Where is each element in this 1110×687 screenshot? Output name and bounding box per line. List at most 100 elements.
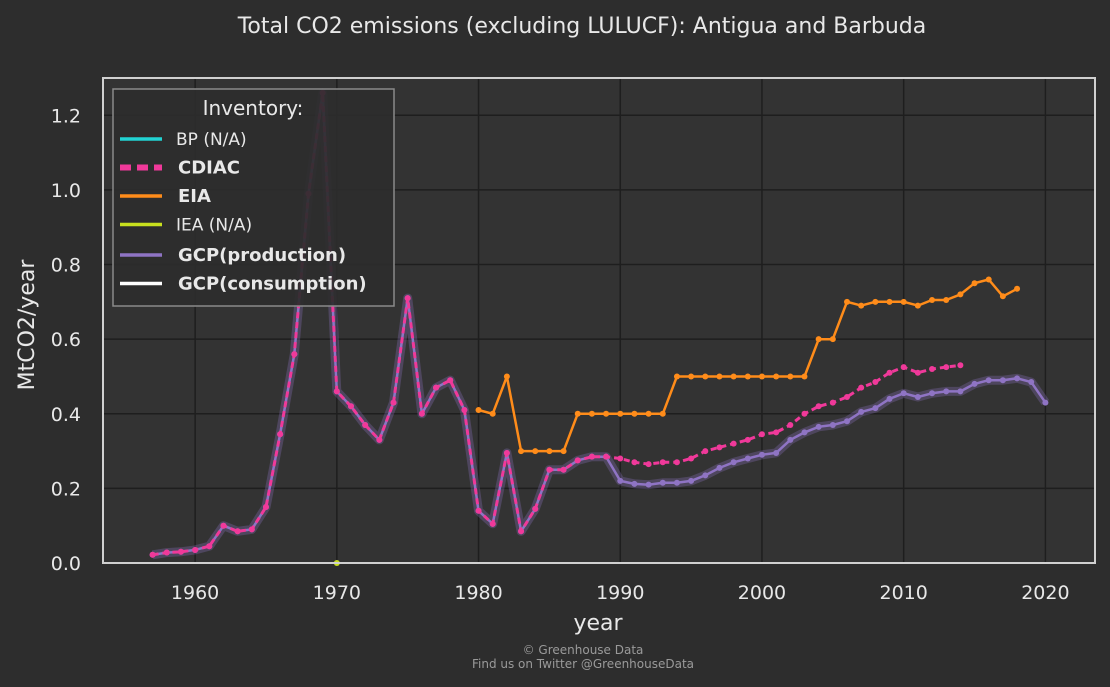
x-axis-ticks: 1960 1970 1980 1990 2000 2010 2020 bbox=[171, 582, 1070, 604]
data-point bbox=[688, 373, 695, 380]
data-point bbox=[914, 302, 921, 309]
data-point bbox=[815, 336, 822, 343]
data-point bbox=[503, 373, 510, 380]
data-point bbox=[730, 459, 737, 466]
data-point bbox=[560, 466, 567, 473]
data-point bbox=[433, 384, 440, 391]
data-point bbox=[447, 377, 454, 384]
data-point bbox=[815, 423, 822, 430]
data-point bbox=[631, 459, 638, 466]
x-tick-label: 1990 bbox=[596, 582, 644, 604]
y-tick-label: 0.0 bbox=[51, 553, 81, 575]
data-point bbox=[390, 399, 397, 406]
data-point bbox=[744, 455, 751, 462]
data-point bbox=[886, 298, 893, 305]
data-point bbox=[943, 364, 950, 371]
data-point bbox=[588, 410, 595, 417]
data-point bbox=[220, 522, 227, 529]
data-point bbox=[645, 481, 652, 488]
data-point bbox=[1042, 399, 1049, 406]
data-point bbox=[617, 477, 624, 484]
legend-label: GCP(production) bbox=[178, 245, 346, 266]
data-point bbox=[475, 507, 482, 514]
data-point bbox=[532, 505, 539, 512]
data-point bbox=[886, 369, 893, 376]
data-point bbox=[348, 403, 354, 410]
data-point bbox=[858, 302, 865, 309]
data-point bbox=[248, 526, 255, 533]
data-point bbox=[376, 436, 383, 443]
data-point bbox=[985, 276, 992, 283]
series-line bbox=[152, 91, 961, 557]
data-point bbox=[291, 351, 298, 358]
data-point bbox=[574, 410, 581, 417]
data-point bbox=[503, 449, 510, 456]
data-point bbox=[900, 390, 907, 397]
y-tick-label: 0.6 bbox=[51, 329, 81, 351]
data-point bbox=[801, 429, 808, 436]
data-point bbox=[943, 388, 950, 395]
x-tick-label: 1980 bbox=[454, 582, 502, 604]
data-point bbox=[673, 373, 680, 380]
y-tick-label: 1.0 bbox=[51, 180, 81, 202]
data-point bbox=[716, 444, 723, 451]
data-point bbox=[730, 373, 737, 380]
footer-copyright: © Greenhouse Data bbox=[523, 643, 644, 657]
data-point bbox=[489, 410, 496, 417]
data-point bbox=[177, 548, 184, 555]
data-point bbox=[971, 280, 978, 287]
footer-twitter: Find us on Twitter @GreenhouseData bbox=[472, 657, 694, 671]
legend-title: Inventory: bbox=[203, 96, 304, 120]
x-axis-label: year bbox=[573, 611, 623, 636]
data-point bbox=[560, 448, 567, 455]
data-point bbox=[688, 455, 695, 462]
data-point bbox=[929, 296, 936, 303]
data-point bbox=[489, 520, 496, 527]
data-point bbox=[886, 395, 893, 402]
data-point bbox=[617, 410, 624, 417]
legend-label: EIA bbox=[178, 186, 211, 207]
data-point bbox=[815, 403, 822, 410]
data-point bbox=[872, 405, 879, 412]
data-point bbox=[234, 528, 241, 535]
data-point bbox=[844, 393, 850, 400]
data-point bbox=[758, 451, 765, 458]
legend: Inventory: BP (N/A) CDIAC EIA IEA (N/A) GCP(… bbox=[112, 88, 395, 307]
data-point bbox=[418, 410, 425, 417]
data-point bbox=[659, 459, 666, 466]
legend-label: GCP(consumption) bbox=[178, 274, 367, 295]
data-point bbox=[829, 399, 836, 406]
data-point bbox=[631, 410, 638, 417]
data-point bbox=[333, 388, 340, 395]
data-point bbox=[858, 408, 865, 415]
data-point bbox=[603, 453, 610, 460]
x-tick-label: 1960 bbox=[171, 582, 219, 604]
data-point bbox=[971, 380, 978, 387]
y-tick-label: 0.4 bbox=[51, 404, 81, 426]
data-point bbox=[1014, 285, 1021, 292]
data-point bbox=[957, 291, 964, 298]
data-point bbox=[645, 410, 652, 417]
data-point bbox=[532, 448, 539, 455]
data-point bbox=[688, 477, 695, 484]
data-point bbox=[929, 390, 936, 397]
data-point bbox=[999, 377, 1006, 384]
data-point bbox=[829, 421, 836, 428]
legend-items: BP (N/A) CDIAC EIA IEA (N/A) GCP(production)… bbox=[120, 130, 367, 295]
data-point bbox=[872, 298, 879, 305]
data-point bbox=[206, 543, 213, 550]
data-point bbox=[801, 373, 808, 380]
y-axis-ticks: 0.0 0.2 0.4 0.6 0.8 1.0 1.2 bbox=[51, 105, 81, 575]
data-point bbox=[1014, 375, 1021, 382]
data-point bbox=[758, 431, 765, 438]
data-point bbox=[914, 369, 921, 376]
data-point bbox=[914, 393, 921, 400]
data-point bbox=[461, 407, 468, 414]
data-point bbox=[588, 453, 595, 460]
data-point bbox=[546, 448, 553, 455]
data-point bbox=[404, 295, 411, 302]
data-point bbox=[518, 448, 525, 455]
legend-label: IEA (N/A) bbox=[176, 216, 252, 236]
data-point bbox=[957, 388, 964, 395]
data-point bbox=[277, 431, 284, 438]
